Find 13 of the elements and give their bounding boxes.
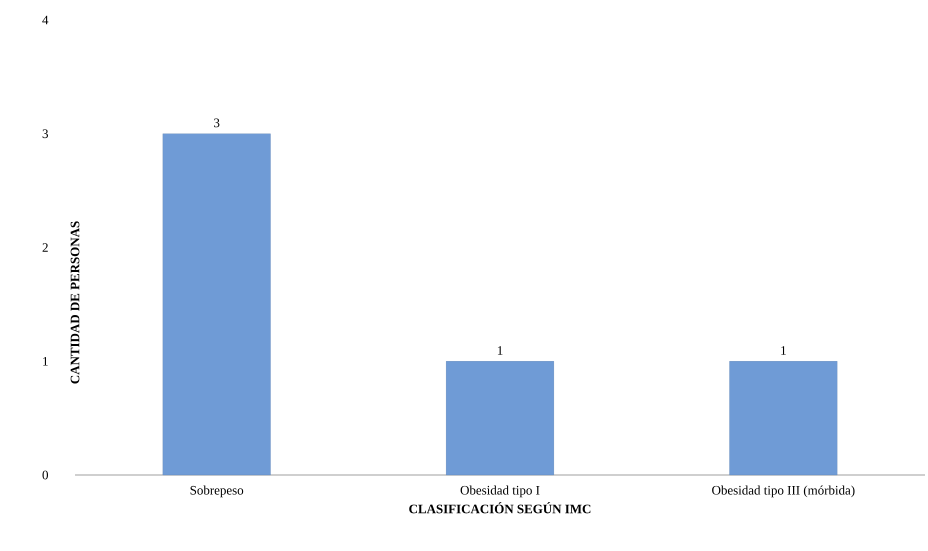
y-tick-label: 4 [42,16,48,24]
y-tick-label: 0 [42,470,48,480]
y-axis-title: CANTIDAD DE PERSONAS [70,221,80,384]
y-tick-label: 1 [43,356,48,366]
y-tick-label: 3 [42,129,48,138]
x-tick-label: Obesidad tipo I [460,486,540,498]
data-label: 1 [781,346,786,355]
x-axis-title: CLASIFICACIÓN SEGÚN IMC [409,502,590,514]
data-label: 3 [214,118,220,128]
data-label: 1 [498,346,502,355]
y-tick-label: 2 [42,243,48,252]
x-tick-label: Obesidad tipo III (mórbida) [712,486,855,498]
x-tick-label: Sobrepeso [190,486,244,498]
